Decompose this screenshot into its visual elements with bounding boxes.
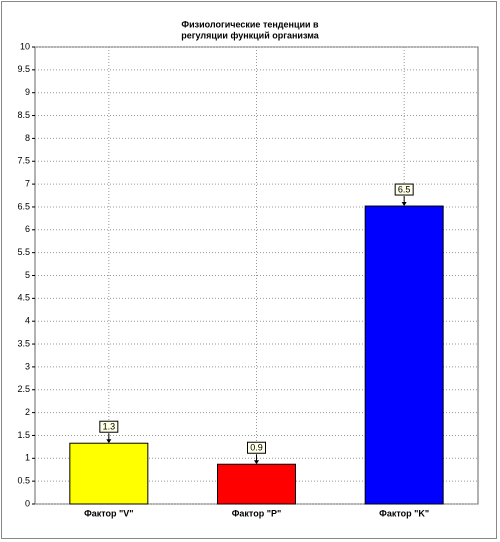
y-tick-label: 6 <box>25 224 30 234</box>
y-tick-label: 2.5 <box>17 384 30 394</box>
y-tick-label: 10 <box>20 41 30 51</box>
y-tick-label: 1.5 <box>17 430 30 440</box>
y-tick-label: 8 <box>25 133 30 143</box>
y-tick-label: 9.5 <box>17 64 30 74</box>
y-tick-label: 4.5 <box>17 293 30 303</box>
x-tick-label: Фактор "K" <box>379 508 429 518</box>
x-tick-label: Фактор "P" <box>232 508 282 518</box>
y-tick-label: 9 <box>25 87 30 97</box>
chart-title: Физиологические тенденции в <box>181 19 319 29</box>
label-arrow-head <box>401 202 407 207</box>
y-tick-label: 7 <box>25 178 30 188</box>
bar <box>217 463 296 505</box>
label-box <box>394 183 414 196</box>
label-box <box>99 420 119 433</box>
data-label: 6.5 <box>398 184 411 194</box>
y-tick-label: 6.5 <box>17 201 30 211</box>
chart-title: регуляции функций организма <box>181 30 320 40</box>
y-tick-label: 0 <box>25 498 30 508</box>
bar <box>364 205 444 505</box>
y-tick-label: 1 <box>25 453 30 463</box>
y-tick-label: 7.5 <box>17 156 30 166</box>
y-tick-label: 8.5 <box>17 110 30 120</box>
data-label: 0.9 <box>250 443 263 453</box>
y-tick-label: 3.5 <box>17 338 30 348</box>
y-tick-label: 5.5 <box>17 247 30 257</box>
bar <box>69 442 149 505</box>
x-tick-label: Фактор "V" <box>84 508 134 518</box>
y-tick-label: 0.5 <box>17 476 30 486</box>
label-arrow-head <box>254 460 259 465</box>
y-tick-label: 2 <box>25 407 30 417</box>
label-box <box>247 441 266 454</box>
label-arrow-head <box>106 439 112 444</box>
y-tick-label: 4 <box>25 316 30 326</box>
y-tick-label: 3 <box>25 361 30 371</box>
y-tick-label: 5 <box>25 270 30 280</box>
data-label: 1.3 <box>103 422 116 432</box>
